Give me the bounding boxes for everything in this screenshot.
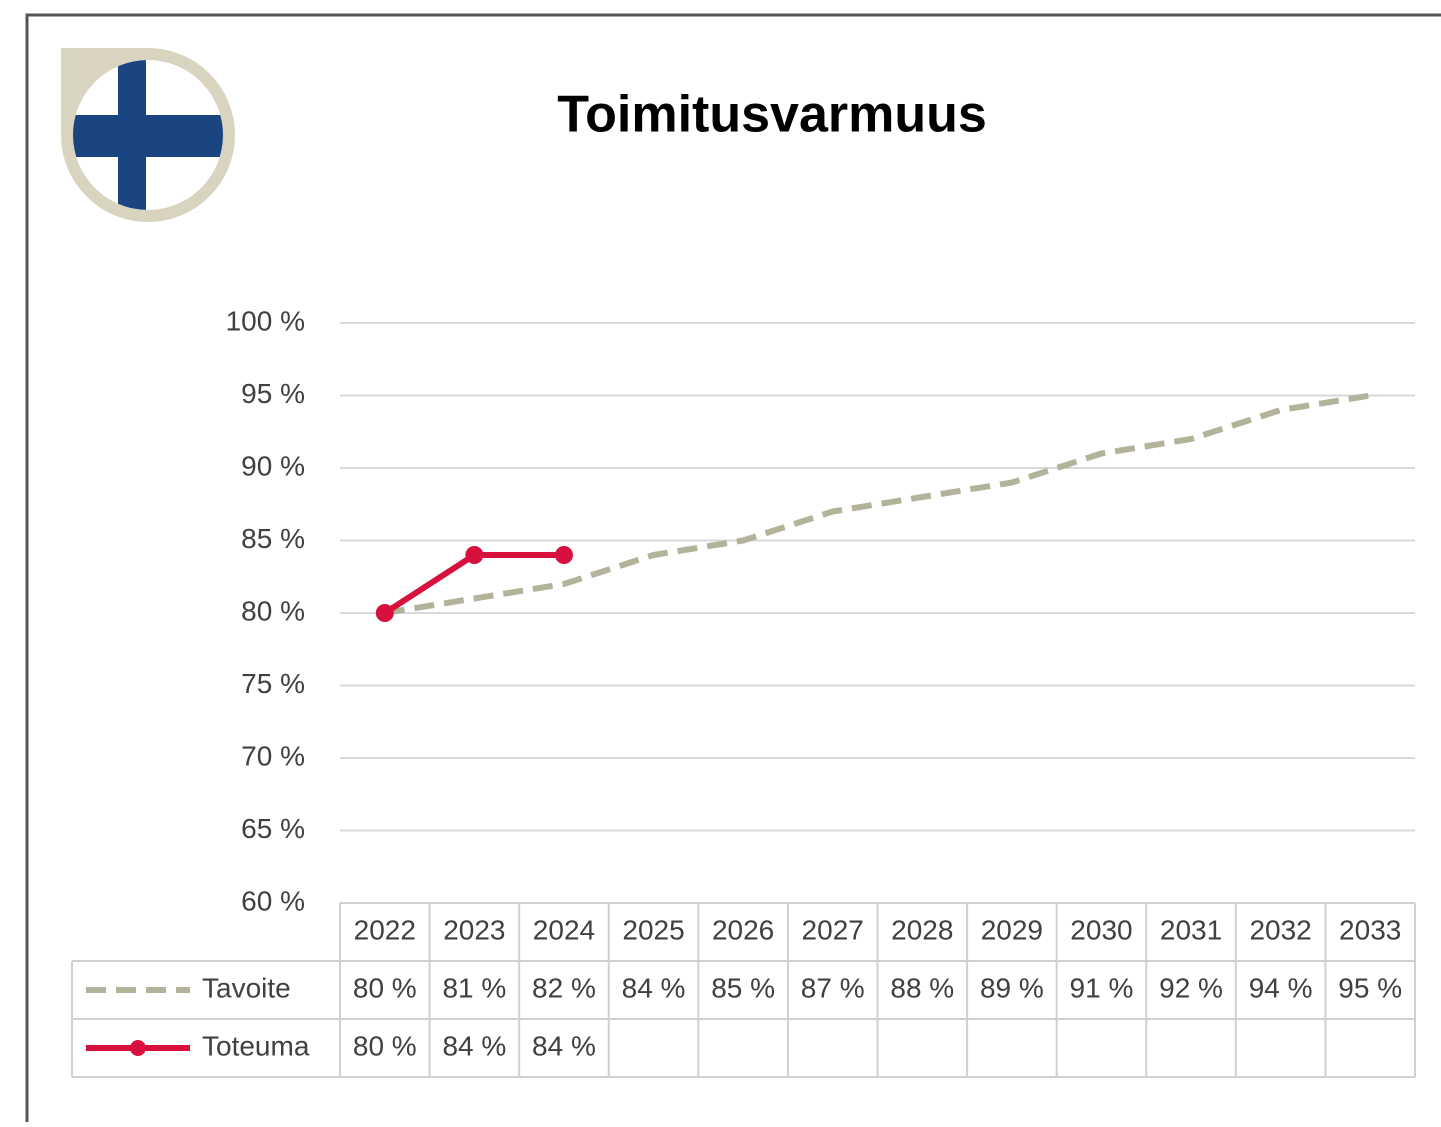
table-value: 84 % bbox=[532, 1030, 596, 1061]
legend-marker bbox=[130, 1040, 146, 1056]
y-tick-label: 90 % bbox=[241, 450, 305, 481]
table-value: 91 % bbox=[1070, 972, 1134, 1003]
y-tick-label: 60 % bbox=[241, 885, 305, 916]
x-tick-label: 2027 bbox=[802, 914, 864, 945]
y-tick-label: 70 % bbox=[241, 740, 305, 771]
x-tick-label: 2025 bbox=[622, 914, 684, 945]
marker bbox=[375, 604, 394, 622]
table-value: 89 % bbox=[980, 972, 1044, 1003]
x-tick-label: 2024 bbox=[533, 914, 595, 945]
table-value: 81 % bbox=[442, 972, 506, 1003]
x-tick-label: 2028 bbox=[891, 914, 953, 945]
x-tick-label: 2026 bbox=[712, 914, 774, 945]
table-value: 85 % bbox=[711, 972, 775, 1003]
table-value: 87 % bbox=[801, 972, 865, 1003]
x-tick-label: 2030 bbox=[1070, 914, 1132, 945]
legend-label: Tavoite bbox=[202, 972, 291, 1003]
series-line bbox=[384, 392, 1371, 616]
marker bbox=[554, 546, 573, 564]
y-tick-label: 95 % bbox=[241, 378, 305, 409]
y-tick-label: 85 % bbox=[241, 523, 305, 554]
y-tick-label: 75 % bbox=[241, 668, 305, 699]
y-tick-label: 65 % bbox=[241, 813, 305, 844]
table-value: 82 % bbox=[532, 972, 596, 1003]
flag-logo bbox=[61, 48, 235, 222]
legend-label: Toteuma bbox=[202, 1030, 310, 1061]
x-tick-label: 2029 bbox=[981, 914, 1043, 945]
table-value: 94 % bbox=[1249, 972, 1313, 1003]
x-tick-label: 2022 bbox=[354, 914, 416, 945]
frame bbox=[25, 13, 1441, 1122]
y-tick-label: 100 % bbox=[226, 305, 305, 336]
table-value: 80 % bbox=[353, 972, 417, 1003]
table-value: 84 % bbox=[622, 972, 686, 1003]
table-value: 95 % bbox=[1338, 972, 1402, 1003]
y-tick-label: 80 % bbox=[241, 595, 305, 626]
x-tick-label: 2032 bbox=[1249, 914, 1311, 945]
table-value: 84 % bbox=[442, 1030, 506, 1061]
table-value: 92 % bbox=[1159, 972, 1223, 1003]
table-value: 88 % bbox=[890, 972, 954, 1003]
x-tick-label: 2033 bbox=[1339, 914, 1401, 945]
x-tick-label: 2023 bbox=[443, 914, 505, 945]
table-value: 80 % bbox=[353, 1030, 417, 1061]
marker bbox=[465, 546, 484, 564]
chart-title: Toimitusvarmuus bbox=[557, 86, 987, 144]
x-tick-label: 2031 bbox=[1160, 914, 1222, 945]
